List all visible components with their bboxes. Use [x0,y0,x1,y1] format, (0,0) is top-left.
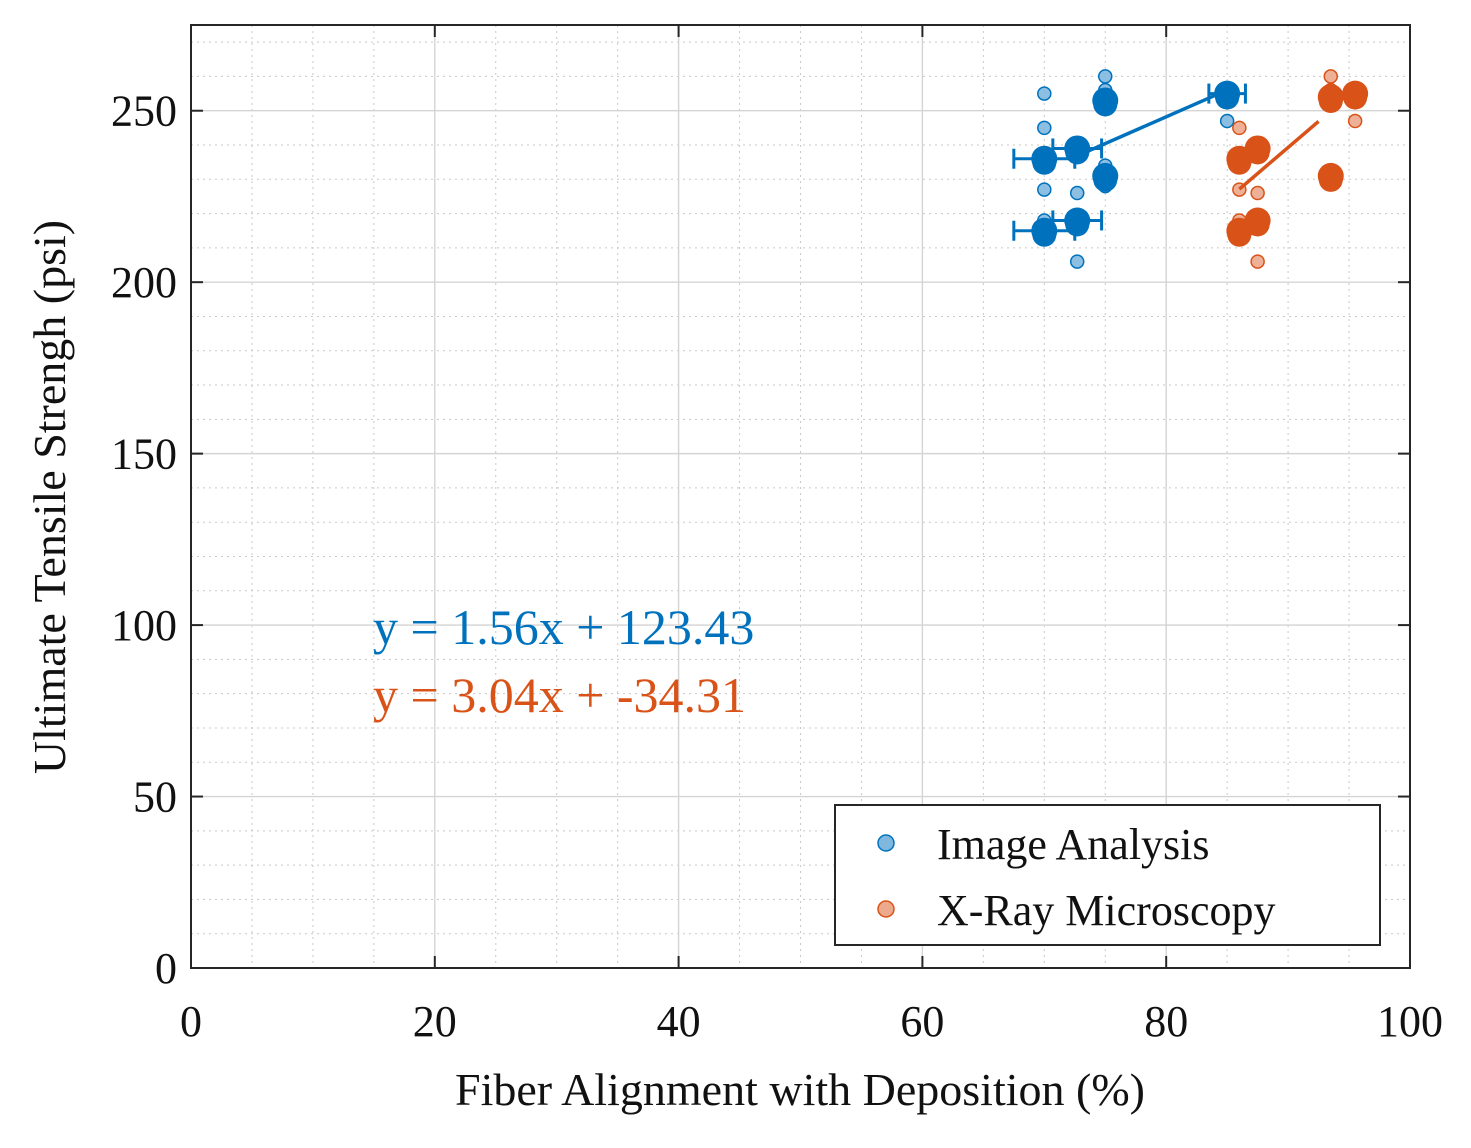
mean-marker [1342,80,1369,107]
data-point [1037,86,1052,101]
axis-ticks [190,25,1411,969]
y-tick-label: 0 [155,944,177,993]
legend-marker-xray-microscopy [877,900,895,918]
data-point [1098,69,1113,84]
legend-label-image-analysis: Image Analysis [937,820,1210,869]
data-point [1037,182,1052,197]
y-axis-label: Ultimate Tensile Strengh (psi) [24,220,75,774]
data-point [1250,185,1265,201]
data-point [1323,69,1339,84]
data-point [1347,113,1363,129]
y-tick-label: 50 [133,773,177,822]
data-point [1069,254,1085,269]
minor-grid [191,25,1410,968]
fit-line [1238,120,1320,191]
data-point [1232,120,1247,136]
legend: Image Analysis X-Ray Microscopy [834,804,1381,946]
x-tick-label: 0 [180,997,202,1046]
mean-marker [1031,217,1058,244]
legend-marker-image-analysis [877,834,895,852]
y-tick-label: 100 [111,601,177,650]
series-layer [1012,69,1369,269]
x-tick-label: 40 [657,997,701,1046]
mean-marker [1064,135,1091,162]
legend-box [834,804,1381,946]
equation-xray-microscopy: y = 3.04x + -34.31 [373,667,746,723]
mean-marker [1092,162,1119,189]
x-tick-label: 100 [1377,997,1443,1046]
mean-marker [1031,145,1058,172]
mean-marker [1244,135,1271,162]
mean-marker [1092,87,1119,114]
y-tick-label: 200 [111,258,177,307]
x-tick-label: 60 [900,997,944,1046]
plot-frame [190,24,1411,969]
x-tick-label: 20 [413,997,457,1046]
x-tick-label: 80 [1144,997,1188,1046]
legend-label-xray-microscopy: X-Ray Microscopy [937,886,1276,935]
mean-marker [1317,84,1344,111]
data-point [1069,185,1085,201]
mean-marker [1244,207,1271,234]
equation-image-analysis: y = 1.56x + 123.43 [373,599,754,655]
data-point [1219,113,1235,129]
data-point [1250,254,1265,269]
tick-labels: 0 20 40 60 80 100 0 50 100 150 200 250 [111,87,1443,1046]
y-tick-label: 250 [111,87,177,136]
y-tick-label: 150 [111,430,177,479]
series-image-analysis [1012,69,1247,269]
mean-marker [1214,80,1241,107]
x-axis-label: Fiber Alignment with Deposition (%) [455,1064,1145,1115]
data-point [1037,120,1052,136]
mean-marker [1064,207,1091,234]
series-x-ray-microscopy [1226,69,1369,269]
mean-marker [1317,162,1344,189]
